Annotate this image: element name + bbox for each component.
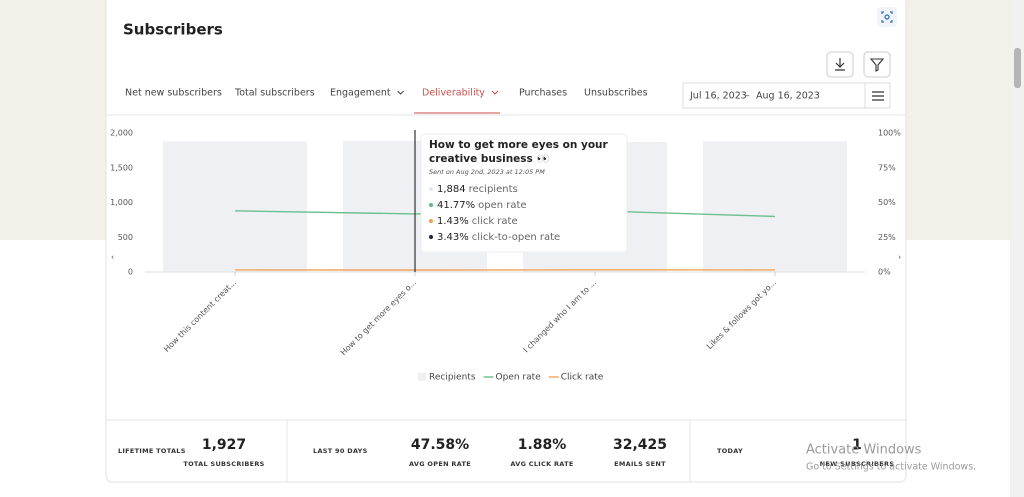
filter-button[interactable] (863, 51, 891, 78)
tab[interactable]: Purchases (519, 88, 567, 99)
stat-caption: TOTAL SUBSCRIBERS (183, 460, 264, 468)
stat-heading: TODAY (717, 447, 743, 455)
chevron (491, 90, 499, 95)
prev-arrow[interactable]: ‹ (111, 253, 114, 262)
tooltip-body: How to get more eyes on your creative bu… (429, 138, 624, 245)
scan-icon[interactable] (877, 7, 897, 27)
tooltip-content: How to get more eyes on your creative bu… (429, 138, 624, 245)
next-arrow[interactable]: › (898, 253, 901, 262)
legend-label[interactable]: Click rate (561, 373, 604, 383)
y2-tick-label: 50% (878, 198, 896, 207)
tab[interactable]: Deliverability (422, 88, 485, 99)
y-tick-label: 2,000 (110, 129, 133, 138)
tooltip-value: 41.77% (437, 199, 476, 211)
date-end: Aug 16, 2023 (756, 91, 820, 102)
stat-heading: LIFETIME TOTALS (118, 447, 186, 455)
legend-label[interactable]: Recipients (429, 373, 476, 383)
watermark-title: Activate Windows (806, 443, 922, 458)
y-tick-label: 500 (118, 233, 133, 242)
tooltip-row: 1,884 recipients (429, 181, 624, 197)
stat-caption: NEW SUBSCRIBERS (820, 460, 895, 468)
tab[interactable]: Total subscribers (234, 88, 315, 99)
stat-caption: AVG OPEN RATE (409, 460, 471, 468)
tooltip-title: How to get more eyes on your creative bu… (429, 139, 608, 165)
tooltip-value: 1.43% (437, 215, 469, 227)
title: Subscribers (123, 21, 223, 39)
stat-value: 47.58% (411, 437, 469, 453)
tooltip-label: open rate (478, 199, 527, 211)
tooltip-subtitle: Sent on Aug 2nd, 2023 at 12:05 PM (429, 168, 545, 176)
stat-caption: EMAILS SENT (614, 460, 666, 468)
bar[interactable] (703, 141, 847, 272)
bar[interactable] (163, 141, 307, 272)
tooltip-value: 3.43% (437, 231, 469, 243)
stat-value: 32,425 (613, 437, 667, 453)
tooltip-label: recipients (468, 183, 518, 195)
stat-caption: AVG CLICK RATE (510, 460, 573, 468)
tooltip-label: click rate (471, 215, 518, 227)
download-button[interactable] (826, 51, 854, 78)
y-tick-label: 1,000 (110, 198, 133, 207)
tooltip-dot (429, 187, 433, 191)
legend-label[interactable]: Open rate (496, 373, 542, 383)
chevron (397, 90, 404, 95)
stat-value: 1 (852, 437, 862, 453)
tooltip-value: 1,884 (437, 183, 466, 195)
y2-tick-label: 75% (878, 163, 896, 172)
tooltip-label: click-to-open rate (471, 231, 561, 243)
watermark-text: Go to Settings to activate Windows. (806, 462, 976, 473)
tooltip-dot (429, 219, 433, 223)
tooltip-dot (429, 235, 433, 239)
tooltip-row: 1.43% click rate (429, 213, 624, 229)
tooltip-row: 3.43% click-to-open rate (429, 229, 624, 245)
y2-tick-label: 25% (878, 233, 896, 242)
tab[interactable]: Engagement (330, 88, 391, 99)
scrollbar[interactable] (1010, 0, 1024, 497)
tooltip (420, 133, 628, 253)
tooltip-dot (429, 203, 433, 207)
legend-swatch (418, 373, 426, 381)
y2-tick-label: 0% (878, 268, 891, 277)
y2-tick-label: 100% (878, 129, 901, 138)
menu-button[interactable] (864, 82, 891, 109)
tab[interactable]: Unsubscribes (584, 88, 648, 99)
date-separator: – (745, 91, 750, 102)
stat-heading: LAST 90 DAYS (313, 447, 368, 455)
date-start: Jul 16, 2023 (689, 91, 747, 102)
y-tick-label: 1,500 (110, 163, 133, 172)
scroll-thumb[interactable] (1014, 48, 1021, 88)
tooltip-row: 41.77% open rate (429, 197, 624, 213)
stat-value: 1.88% (518, 437, 567, 453)
stat-value: 1,927 (202, 437, 246, 453)
tab[interactable]: Net new subscribers (125, 88, 222, 99)
y-tick-label: 0 (128, 268, 133, 277)
